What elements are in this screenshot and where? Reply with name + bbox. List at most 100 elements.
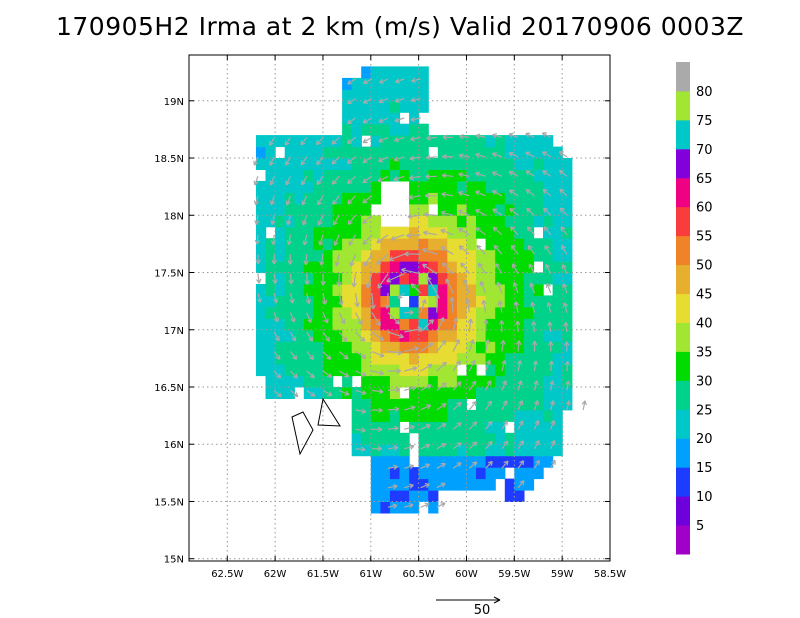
field-cell xyxy=(275,318,286,331)
field-cell xyxy=(523,272,535,285)
field-cell xyxy=(389,352,401,365)
field-cell xyxy=(523,444,535,457)
wind-vector xyxy=(384,293,391,309)
field-cell xyxy=(485,352,496,365)
field-cell xyxy=(389,123,401,136)
field-cell xyxy=(543,192,554,205)
field-cell xyxy=(447,272,458,285)
field-cell xyxy=(447,215,458,228)
field-cell xyxy=(265,318,276,331)
field-cell xyxy=(380,329,391,342)
wind-vector xyxy=(371,350,385,358)
field-cell xyxy=(485,238,496,251)
wind-vector xyxy=(362,78,373,84)
field-cell xyxy=(265,329,276,342)
field-cell xyxy=(409,180,420,193)
wind-vector xyxy=(422,247,437,255)
wind-vector xyxy=(533,400,540,411)
field-cell xyxy=(313,272,324,285)
field-cell xyxy=(275,364,286,377)
colorbar-swatch xyxy=(676,264,690,295)
field-cell xyxy=(447,455,458,468)
wind-vector xyxy=(362,195,373,204)
field-cell xyxy=(514,295,525,308)
wind-vector xyxy=(362,97,373,104)
wind-vector xyxy=(549,380,555,391)
field-cell xyxy=(514,478,525,491)
field-cell xyxy=(389,478,401,491)
field-cell xyxy=(342,249,353,262)
field-cell xyxy=(485,169,496,182)
y-tick-label: 18N xyxy=(164,211,184,222)
wind-vector xyxy=(467,318,474,333)
field-cell xyxy=(361,226,372,239)
colorbar-label: 45 xyxy=(696,288,713,303)
field-cell xyxy=(456,272,468,285)
wind-vector xyxy=(426,276,438,294)
field-cell xyxy=(256,261,267,274)
field-cell xyxy=(284,295,295,308)
wind-vector xyxy=(533,439,540,450)
field-cell xyxy=(380,444,391,457)
field-cell xyxy=(466,135,477,148)
field-cell xyxy=(294,180,305,193)
wind-vector xyxy=(498,320,505,333)
wind-vector xyxy=(420,363,433,372)
y-tick-label: 19N xyxy=(164,97,184,108)
field-cell xyxy=(447,261,458,274)
field-cell xyxy=(476,135,487,148)
field-cell xyxy=(476,226,487,239)
field-cell xyxy=(284,341,295,354)
field-cell xyxy=(418,180,429,193)
field-cell xyxy=(418,192,429,205)
wind-vector xyxy=(387,349,403,356)
colorbar: 5 10 15 20 25 30 35 40 45 50 55 60 65 70 75 80 xyxy=(676,62,713,555)
field-cell xyxy=(552,249,563,262)
field-cell xyxy=(265,169,276,182)
wind-vector xyxy=(544,245,552,255)
field-cell xyxy=(428,306,439,319)
field-cell xyxy=(447,444,458,457)
field-cell xyxy=(418,203,429,216)
field-cell xyxy=(294,272,305,285)
wind-vector xyxy=(351,273,357,288)
field-cell xyxy=(485,295,496,308)
field-cell xyxy=(361,444,372,457)
field-cell xyxy=(543,226,554,239)
field-cell xyxy=(514,249,525,262)
wind-vector xyxy=(541,132,551,138)
field-cell xyxy=(294,352,305,365)
field-cell xyxy=(504,387,515,399)
wind-vector xyxy=(288,273,294,285)
field-cell xyxy=(437,295,448,308)
wind-vector xyxy=(501,460,509,469)
field-cell xyxy=(256,364,267,377)
field-cell xyxy=(370,490,381,502)
field-cell xyxy=(399,249,410,262)
colorbar-label: 40 xyxy=(696,317,713,332)
field-cell xyxy=(342,89,353,102)
field-cell xyxy=(562,203,573,216)
field-cell xyxy=(447,364,458,377)
field-cell xyxy=(332,180,343,193)
field-cell xyxy=(323,295,334,308)
field-cell xyxy=(275,249,286,262)
field-cell xyxy=(284,215,295,228)
field-cell xyxy=(370,329,381,342)
wind-vector xyxy=(529,282,535,294)
field-cell xyxy=(284,158,295,170)
field-cell xyxy=(351,100,362,113)
field-cell xyxy=(476,284,487,296)
wind-vector xyxy=(516,360,523,372)
field-cell xyxy=(399,169,410,182)
field-cell xyxy=(437,249,448,262)
field-cell xyxy=(495,387,506,399)
field-cell xyxy=(552,375,563,388)
field-cell xyxy=(495,341,506,354)
field-cell xyxy=(562,238,573,251)
field-cell xyxy=(380,158,391,170)
field-cell xyxy=(533,364,544,377)
field-cell xyxy=(437,421,448,434)
field-cell xyxy=(399,375,410,388)
field-cell xyxy=(466,329,477,342)
